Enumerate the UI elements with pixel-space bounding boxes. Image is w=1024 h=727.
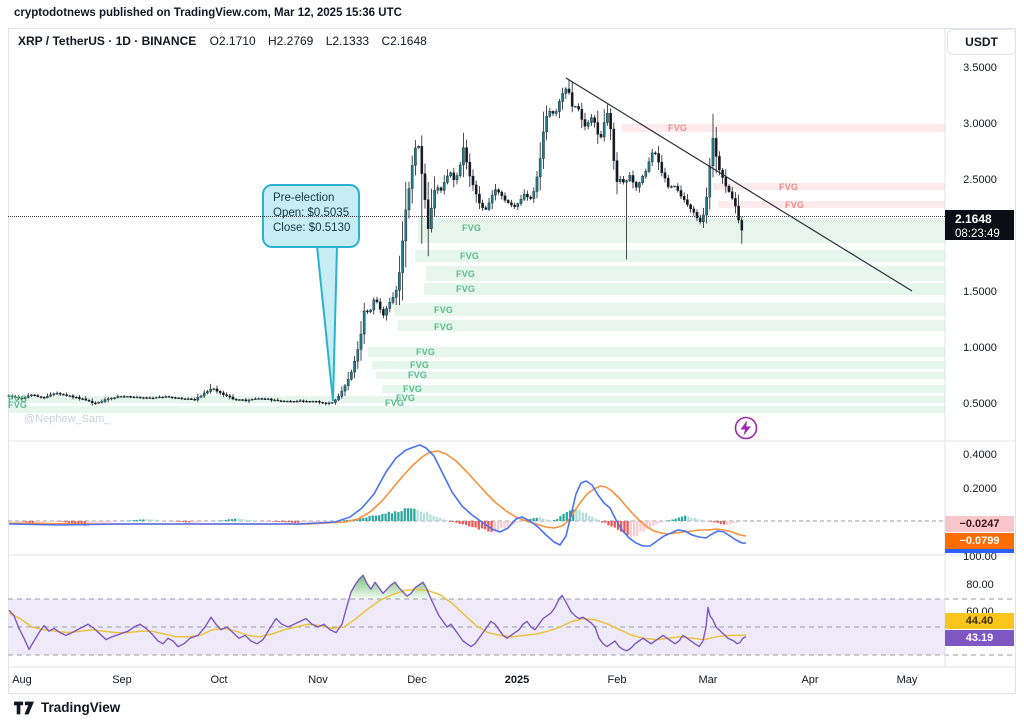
time-axis-label: Oct — [210, 674, 228, 686]
tradingview-footer[interactable]: TradingView — [14, 700, 120, 715]
time-axis-label: Feb — [607, 674, 627, 686]
current-price-badge: 2.1648 08:23:49 — [945, 210, 1014, 240]
price-axis-label: 0.5000 — [963, 398, 997, 410]
price-axis-label: 2.5000 — [963, 174, 997, 186]
fvg-label: FVG — [396, 393, 416, 403]
fvg-label: FVG — [416, 347, 436, 357]
ohlc-close: C2.1648 — [381, 34, 427, 48]
fvg-label: FVG — [385, 398, 405, 408]
chart-legend[interactable]: XRP / TetherUS · 1D · BINANCE O2.1710 H2… — [18, 34, 436, 48]
rsi-axis-label: 100.00 — [963, 551, 997, 563]
fvg-label: FVG — [8, 394, 28, 404]
time-axis-label: Mar — [698, 674, 718, 686]
ohlc-open: O2.1710 — [209, 34, 256, 48]
rsi-badge: 43.19 — [945, 630, 1014, 646]
fvg-label: FVG — [434, 322, 454, 332]
tradingview-logo-icon — [14, 701, 34, 714]
price-axis-label: 3.0000 — [963, 118, 997, 130]
macd-hist-badge: −0.0247 — [945, 516, 1014, 532]
ohlc-high: H2.2769 — [267, 34, 314, 48]
fvg-label: FVG — [785, 200, 805, 210]
time-axis-label: Nov — [308, 674, 328, 686]
callout-title: Pre-election — [273, 192, 335, 204]
callout-open: Open: $0.5035 — [273, 206, 350, 219]
fvg-label: FVG — [408, 370, 428, 380]
price-axis-label: 3.5000 — [963, 62, 997, 74]
callout-close: Close: $0.5130 — [273, 221, 351, 234]
rsi-axis-label: 80.00 — [966, 579, 994, 591]
fvg-label: FVG — [403, 384, 423, 394]
price-axis-label: 1.0000 — [963, 342, 997, 354]
current-price-value: 2.1648 — [955, 212, 992, 226]
fvg-label: FVG — [779, 182, 799, 192]
symbol-title: XRP / TetherUS · 1D · BINANCE — [18, 34, 197, 48]
attribution-text: cryptodotnews published on TradingView.c… — [14, 7, 402, 19]
ohlc-low: L2.1333 — [325, 34, 370, 48]
chart-frame — [8, 28, 1016, 694]
fvg-label: FVG — [434, 305, 454, 315]
rsi-ma-badge: 44.40 — [945, 613, 1014, 629]
time-axis-label: Aug — [12, 674, 32, 686]
fvg-label: FVG — [460, 251, 480, 261]
time-axis-label: Apr — [801, 674, 819, 686]
macd-signal-badge: −0.0799 — [945, 533, 1014, 549]
time-axis-label: Sep — [112, 674, 132, 686]
time-axis-label: 2025 — [504, 674, 530, 686]
bar-countdown: 08:23:49 — [955, 228, 1000, 240]
fvg-label: FVG — [410, 360, 430, 370]
macd-histogram — [18, 507, 745, 539]
price-axis-label: 1.5000 — [963, 286, 997, 298]
macd-axis-label: 0.2000 — [963, 483, 997, 495]
currency-toggle-button[interactable]: USDT — [947, 29, 1016, 55]
boost-icon[interactable] — [734, 416, 758, 440]
fvg-label: FVG — [8, 400, 28, 410]
time-axis-label: Dec — [407, 674, 427, 686]
current-price-dotted-line — [8, 216, 945, 217]
fvg-label: FVG — [462, 223, 482, 233]
tradingview-wordmark: TradingView — [41, 700, 121, 715]
fvg-label: FVG — [668, 123, 688, 133]
macd-axis-label: 0.4000 — [963, 449, 997, 461]
time-axis-label: May — [896, 674, 918, 686]
candlesticks — [7, 79, 744, 406]
fvg-label: FVG — [456, 269, 476, 279]
fvg-label: FVG — [456, 284, 476, 294]
macd-line-badge — [945, 549, 1014, 553]
author-watermark: @Nephew_Sam_ — [24, 413, 111, 425]
